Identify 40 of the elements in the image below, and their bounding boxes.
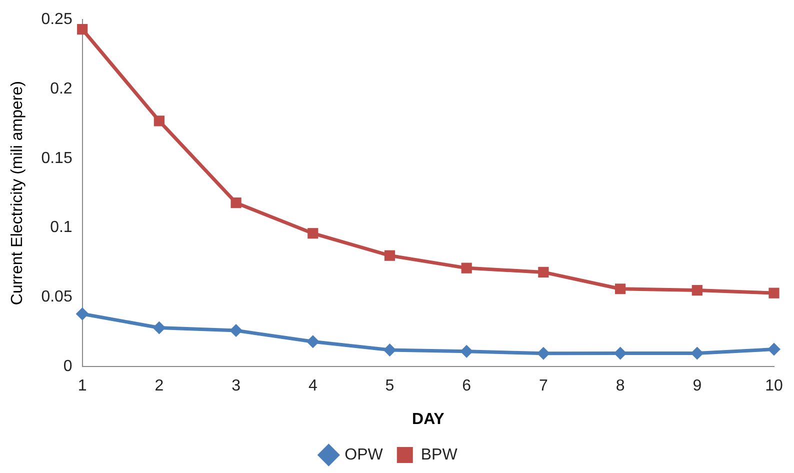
- point: [614, 346, 627, 360]
- x-tick-label: 9: [692, 378, 702, 395]
- x-tick-label: 7: [538, 378, 548, 395]
- point: [538, 266, 549, 278]
- x-tick-label: 4: [308, 378, 318, 395]
- point: [536, 346, 550, 360]
- point: [461, 262, 472, 274]
- y-tick-label: 0.25: [41, 11, 72, 28]
- point: [768, 288, 780, 298]
- legend-label: OPW: [344, 446, 384, 464]
- y-tick-label: 0.2: [50, 80, 72, 98]
- x-tick-label: 6: [462, 378, 472, 395]
- y-tick-label: 0.1: [50, 219, 72, 236]
- point: [614, 284, 626, 294]
- x-tick-label: 8: [616, 378, 625, 395]
- x-tick-label: 10: [765, 378, 783, 395]
- x-tick-label: 2: [154, 378, 164, 395]
- point: [306, 335, 320, 348]
- point: [230, 198, 242, 208]
- y-tick-label: 0.15: [41, 150, 72, 167]
- point: [152, 321, 166, 334]
- point: [308, 228, 318, 239]
- point: [460, 344, 474, 358]
- x-axis-title: DAY: [412, 410, 445, 428]
- point: [383, 343, 396, 356]
- x-tick-label: 3: [232, 378, 241, 395]
- x-tick-label: 5: [385, 378, 394, 395]
- y-tick-label: 0: [63, 358, 72, 376]
- point: [384, 250, 396, 261]
- y-tick-label: 0.05: [41, 288, 72, 306]
- point: [76, 307, 89, 320]
- point: [690, 346, 704, 360]
- point: [154, 116, 164, 126]
- y-axis-title: Current Electricity (mili ampere): [9, 81, 26, 306]
- point: [768, 342, 780, 356]
- x-tick-label: 1: [78, 378, 87, 395]
- legend-label: BPW: [420, 446, 458, 464]
- point: [692, 284, 702, 296]
- point: [230, 324, 243, 338]
- point: [77, 24, 88, 35]
